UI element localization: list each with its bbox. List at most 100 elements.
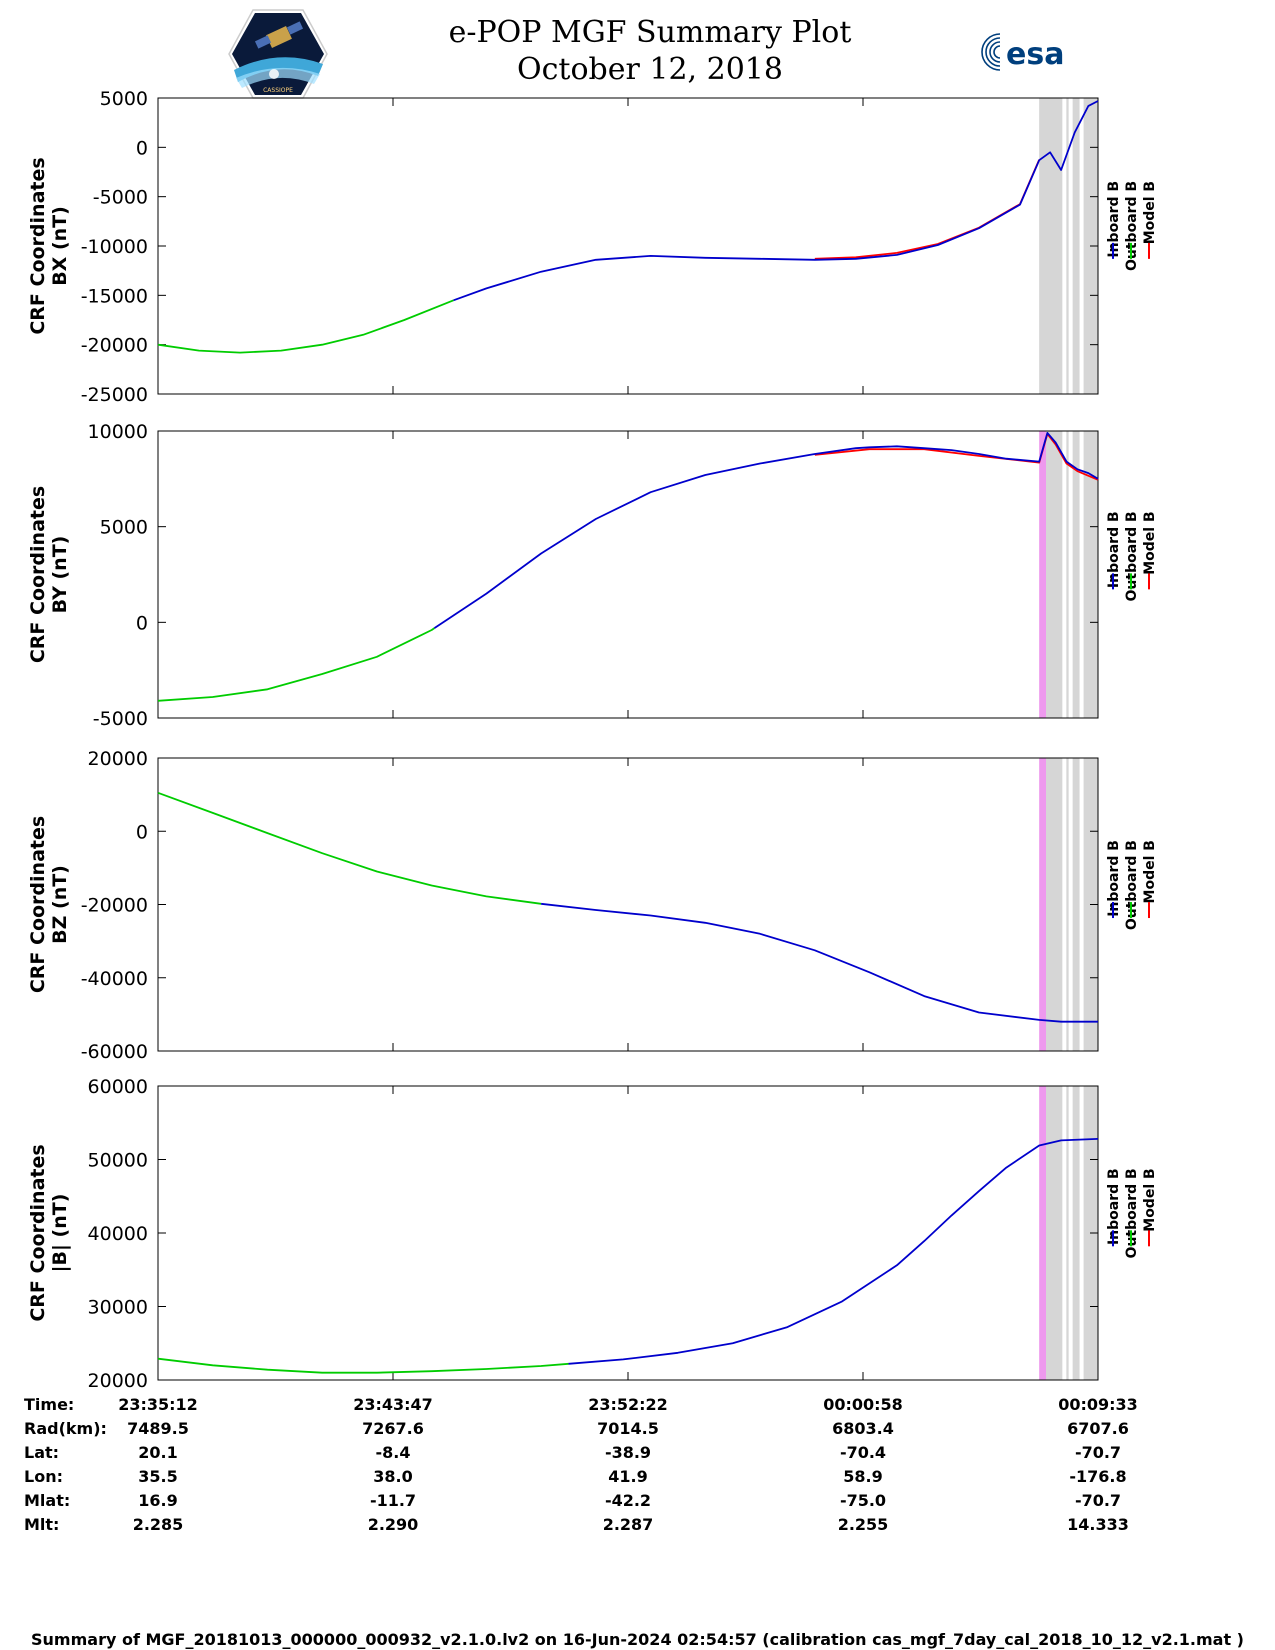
- cassiope-logo: CASSIOPE: [228, 8, 328, 100]
- y-tick-label: 0: [136, 612, 148, 634]
- shade-region: [1039, 1086, 1047, 1380]
- y-tick-label: 0: [136, 821, 148, 843]
- legend-label: Inboard B: [1106, 840, 1122, 917]
- data-gap: [1068, 1086, 1073, 1380]
- y-tick-label: 5000: [100, 517, 148, 539]
- legend-label: Outboard B: [1124, 181, 1140, 271]
- ephemeris-value: 23:35:12: [118, 1395, 198, 1414]
- ephemeris-key: Time:: [24, 1395, 75, 1414]
- footer-caption: Summary of MGF_20181013_000000_000932_v2…: [31, 1630, 1244, 1649]
- esa-logo: esa: [978, 30, 1098, 74]
- y-tick-label: 0: [136, 137, 148, 159]
- axes-frame: [157, 757, 1099, 1052]
- data-gap: [1079, 98, 1084, 394]
- ephemeris-value: 23:52:22: [588, 1395, 668, 1414]
- legend-label: Inboard B: [1106, 511, 1122, 588]
- y-axis-label: BX (nT): [49, 206, 71, 286]
- data-gap: [1062, 431, 1067, 718]
- ephemeris-value: -70.7: [1074, 1491, 1122, 1510]
- ephemeris-value: -11.7: [369, 1491, 417, 1510]
- data-gap: [1062, 98, 1067, 394]
- ephemeris-key: Rad(km):: [24, 1419, 107, 1438]
- axes-frame: [157, 1085, 1099, 1381]
- series-inboard-b: [453, 100, 1099, 302]
- legend-label: Inboard B: [1106, 1168, 1122, 1245]
- panel-2: 10000 5000 0 -5000 CRF Coordinates BY (nT) Inb…: [27, 421, 1158, 730]
- series-inboard-b: [568, 1138, 1099, 1365]
- series-outboard-b: [157, 299, 454, 354]
- ephemeris-key: Mlat:: [24, 1491, 71, 1510]
- ephemeris-value: 16.9: [138, 1491, 178, 1510]
- y-tick-label: -10000: [81, 236, 148, 258]
- y-axis-label: CRF Coordinates: [27, 816, 49, 993]
- ephemeris-row: Rad(km): 7489.5 7267.6 7014.5 6803.4 6707.6: [0, 1419, 1275, 1443]
- series-outboard-b: [157, 791, 542, 905]
- svg-text:esa: esa: [1006, 37, 1064, 72]
- y-tick-label: 10000: [88, 421, 148, 443]
- ephemeris-value: 00:00:58: [823, 1395, 903, 1414]
- y-tick-label: 60000: [88, 1076, 148, 1098]
- y-tick-label: 40000: [88, 1223, 148, 1245]
- ephemeris-value: 2.287: [602, 1515, 654, 1534]
- y-tick-label: 20000: [88, 1370, 148, 1392]
- y-tick-label: 20000: [88, 748, 148, 770]
- legend-label: Outboard B: [1124, 840, 1140, 930]
- y-tick-label: -25000: [81, 384, 148, 406]
- ephemeris-value: -42.2: [604, 1491, 652, 1510]
- y-tick-label: 50000: [88, 1150, 148, 1172]
- y-axis-label: CRF Coordinates: [27, 486, 49, 663]
- shade-region: [1039, 98, 1098, 394]
- ephemeris-value: 2.255: [837, 1515, 889, 1534]
- ephemeris-value: 20.1: [138, 1443, 178, 1462]
- legend-label: Model B: [1142, 511, 1158, 574]
- data-gap: [1079, 1086, 1084, 1380]
- chart-title: e-POP MGF Summary Plot October 12, 2018: [350, 14, 950, 88]
- ephemeris-value: 7267.6: [362, 1419, 424, 1438]
- ephemeris-row: Lat: 20.1 -8.4 -38.9 -70.4 -70.7: [0, 1443, 1275, 1467]
- data-gap: [1062, 1086, 1067, 1380]
- ephemeris-value: 6803.4: [832, 1419, 894, 1438]
- svg-text:CASSIOPE: CASSIOPE: [263, 87, 293, 94]
- panel-3: 20000 0 -20000 -40000 -60000 CRF Coordinates B…: [27, 748, 1158, 1063]
- title-line-1: e-POP MGF Summary Plot: [448, 15, 852, 50]
- series-inboard-b: [540, 902, 1098, 1023]
- title-line-2: October 12, 2018: [517, 52, 783, 87]
- y-axis-label: BZ (nT): [49, 865, 71, 944]
- y-tick-label: -40000: [81, 968, 148, 990]
- legend-label: Model B: [1142, 181, 1158, 244]
- ephemeris-key: Lon:: [24, 1467, 63, 1486]
- y-tick-label: -5000: [93, 187, 148, 209]
- panel-1: 5000 0 -5000 -10000 -15000 -20000 -25000 CRF Co…: [27, 88, 1158, 406]
- ephemeris-value: -8.4: [375, 1443, 411, 1462]
- ephemeris-value: 35.5: [138, 1467, 178, 1486]
- series-model-b: [814, 159, 1041, 260]
- data-gap: [1079, 431, 1084, 718]
- y-tick-label: 30000: [88, 1297, 148, 1319]
- legend-label: Outboard B: [1124, 511, 1140, 601]
- ephemeris-row: Time: 23:35:12 23:43:47 23:52:22 00:00:58 00:…: [0, 1395, 1275, 1419]
- legend-label: Outboard B: [1124, 1168, 1140, 1258]
- ephemeris-row: Mlt: 2.285 2.290 2.287 2.255 14.333: [0, 1515, 1275, 1539]
- data-gap: [1062, 758, 1067, 1051]
- ephemeris-key: Mlt:: [24, 1515, 60, 1534]
- ephemeris-value: -176.8: [1069, 1467, 1127, 1486]
- series-outboard-b: [157, 1357, 569, 1374]
- ephemeris-value: 7014.5: [597, 1419, 659, 1438]
- y-axis-label: |B| (nT): [49, 1194, 71, 1273]
- shade-region: [1039, 431, 1047, 718]
- ephemeris-value: 7489.5: [127, 1419, 189, 1438]
- data-gap: [1068, 98, 1073, 394]
- data-gap: [1079, 758, 1084, 1051]
- ephemeris-value: 2.290: [367, 1515, 419, 1534]
- ephemeris-value: -70.7: [1074, 1443, 1122, 1462]
- y-tick-label: -5000: [93, 708, 148, 730]
- ephemeris-value: 00:09:33: [1058, 1395, 1138, 1414]
- ephemeris-value: -38.9: [604, 1443, 652, 1462]
- ephemeris-value: 14.333: [1067, 1515, 1129, 1534]
- axes-frame: [157, 97, 1099, 395]
- data-gap: [1068, 758, 1073, 1051]
- ephemeris-value: 38.0: [373, 1467, 413, 1486]
- ephemeris-value: 2.285: [132, 1515, 184, 1534]
- y-axis-label: BY (nT): [49, 536, 71, 614]
